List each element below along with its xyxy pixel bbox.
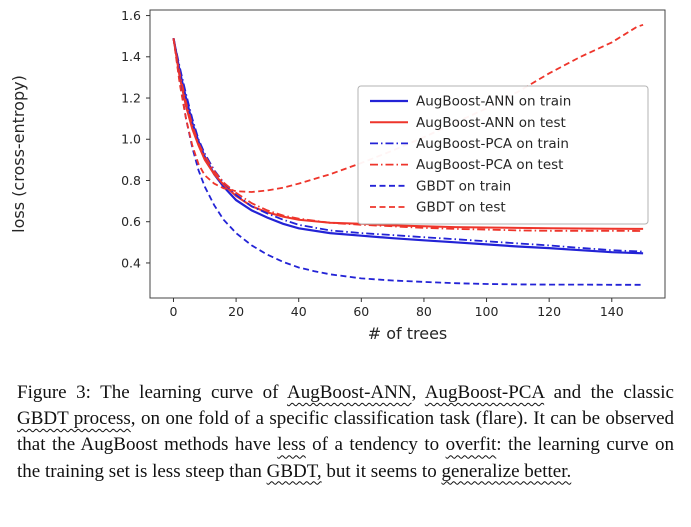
x-tick-label: 140: [600, 304, 624, 319]
x-tick-label: 0: [170, 304, 178, 319]
plot-area: [149, 9, 666, 299]
y-tick-label: 1.6: [121, 8, 141, 23]
x-tick-label: 60: [353, 304, 369, 319]
caption-segment: generalize better.: [441, 460, 572, 482]
caption-segment: : the learning curve on the training set…: [17, 434, 674, 482]
caption-segment: GBDT,: [266, 460, 322, 482]
series-line: [172, 38, 644, 253]
y-tick-label: 1.2: [121, 90, 141, 105]
caption-segment: GBDT process: [17, 408, 131, 430]
y-axis-label: loss (cross-entropy): [9, 75, 28, 233]
series-line: [172, 38, 644, 286]
x-tick-label: 40: [291, 304, 307, 319]
learning-curve-chart: 0 20 40 60 80 100 120 140 0.4 0.6 0.8 1.0 1.2 1.4 1.6 #…: [9, 8, 666, 343]
x-axis-label: # of trees: [368, 324, 448, 343]
x-tick-label: 120: [537, 304, 561, 319]
series-line: [172, 23, 644, 193]
legend-label: AugBoost-ANN on train: [416, 94, 571, 110]
y-tick-label: 0.8: [121, 173, 141, 188]
caption-segment: AugBoost-ANN: [287, 382, 412, 403]
legend-label: GBDT on test: [416, 200, 506, 216]
caption-segment: less: [277, 434, 306, 456]
caption-segment: but it seems to: [321, 460, 442, 482]
legend-label: AugBoost-PCA on test: [416, 157, 563, 173]
caption-segment: overfit: [445, 434, 497, 456]
x-tick-label: 20: [228, 304, 244, 319]
legend-label: AugBoost-PCA on train: [416, 136, 569, 152]
x-tick-label: 100: [475, 304, 499, 319]
caption-segment: and the classic: [544, 382, 674, 403]
y-tick-label: 1.4: [121, 49, 141, 64]
x-tick-label: 80: [416, 304, 432, 319]
legend-label: GBDT on train: [416, 178, 511, 194]
series-line: [172, 37, 644, 255]
legend-label: AugBoost-ANN on test: [416, 115, 566, 131]
figure-caption: Figure 3: The learning curve of AugBoost…: [0, 354, 691, 485]
legend-box: [357, 85, 649, 225]
series-line: [172, 38, 644, 230]
series-line: [172, 38, 644, 232]
caption-segment: AugBoost-PCA: [424, 382, 545, 403]
caption-segment: of a tendency to: [305, 434, 446, 456]
y-tick-label: 0.4: [121, 255, 141, 270]
y-tick-label: 0.6: [121, 214, 141, 229]
caption-segment: ,: [411, 382, 425, 403]
caption-segment: , on one fold of a specific classificati…: [17, 408, 675, 456]
y-tick-label: 1.0: [121, 132, 141, 147]
caption-segment: Figure 3: The learning curve of: [17, 382, 287, 403]
